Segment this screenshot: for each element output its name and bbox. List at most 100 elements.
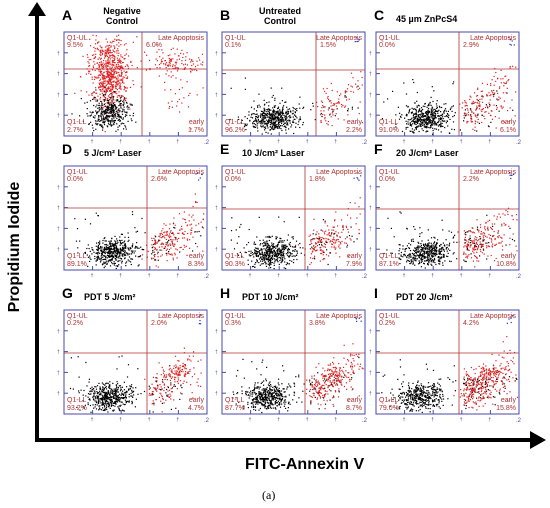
cell-dot [270,258,272,260]
cell-dot [302,121,304,124]
cell-dot [331,125,333,127]
cell-dot [128,106,130,108]
cell-dot [101,54,103,56]
cell-dot [466,107,468,110]
cell-dot [130,250,132,252]
cell-dot [97,58,99,60]
cell-dot [285,101,287,103]
cell-dot [87,265,89,267]
cell-dot [167,241,169,243]
cell-dot [500,242,502,244]
cell-dot [515,66,517,68]
cell-dot [477,118,479,121]
cell-dot [474,101,476,103]
cell-dot [125,100,127,102]
cell-dot [482,239,484,241]
cell-dot [266,112,269,114]
cell-dot [115,70,117,73]
cell-dot [257,255,259,258]
cell-dot [321,236,323,239]
cell-dot [273,258,275,260]
cell-dot [109,51,111,53]
cell-dot [120,105,122,107]
cell-dot [267,258,269,260]
cell-dot [109,90,111,92]
cell-dot [235,229,237,231]
cell-dot [188,214,190,216]
cell-dot [105,260,107,262]
cell-dot [425,122,427,124]
cell-dot [115,76,117,78]
cell-dot [327,263,329,266]
cell-dot [358,229,360,231]
cell-dot [107,69,109,71]
cell-dot [427,263,429,265]
cell-dot [482,235,484,237]
cell-dot [127,248,129,250]
cell-dot [436,110,438,112]
cell-dot [154,64,157,66]
panel-title: PDT 5 J/cm² [84,292,136,302]
cell-dot [161,249,163,251]
cell-dot [103,86,105,88]
cell-dot [189,224,191,226]
cell-dot [271,128,273,130]
cell-dot [270,87,272,89]
cell-dot [446,115,448,117]
cell-dot [434,128,436,130]
cell-dot [109,253,111,255]
cell-dot [278,121,280,123]
cell-dot [473,249,476,251]
cell-dot [480,250,482,252]
cell-dot [430,263,432,265]
cell-dot [175,67,177,69]
cell-dot [277,126,279,128]
cell-dot [493,84,495,86]
cell-dot [325,237,327,240]
cell-dot [475,241,478,243]
cell-dot [320,242,322,244]
cell-dot [324,117,326,119]
cell-dot [127,247,129,249]
cell-dot [90,58,92,61]
cell-dot [313,247,315,249]
cell-dot [428,254,430,256]
cell-dot [97,251,100,253]
cell-dot [327,109,329,111]
cell-dot [439,248,441,250]
cell-dot [110,240,112,242]
cell-dot [329,114,331,116]
cell-dot [501,107,503,109]
cell-dot [346,246,348,248]
cell-dot [273,109,275,111]
cell-dot [428,246,430,248]
cell-dot [102,95,104,97]
cell-dot [110,124,112,126]
x-tick-label: .2 [362,274,368,280]
y-tick-label: † [215,51,218,57]
cell-dot [165,249,167,251]
cell-dot [494,244,496,246]
cell-dot [107,45,109,47]
cell-dot [107,49,109,51]
cell-dot [287,248,289,251]
cell-dot [88,248,90,250]
cell-dot [116,50,118,52]
cell-dot [113,40,115,42]
cell-dot [102,74,104,77]
cell-dot [281,258,283,260]
cell-dot [401,130,404,132]
cell-dot [109,109,111,111]
cell-dot [127,253,129,255]
cell-dot [113,104,115,106]
cell-dot [269,118,272,120]
cell-dot [115,259,117,261]
y-tick-label: † [215,92,218,98]
cell-dot [118,91,120,93]
cell-dot [268,109,271,111]
cell-dot [501,225,503,227]
quadrant-lr-value: 2.2% [346,127,362,134]
cell-dot [428,122,430,124]
cell-dot [428,242,430,244]
cell-dot [96,48,98,50]
